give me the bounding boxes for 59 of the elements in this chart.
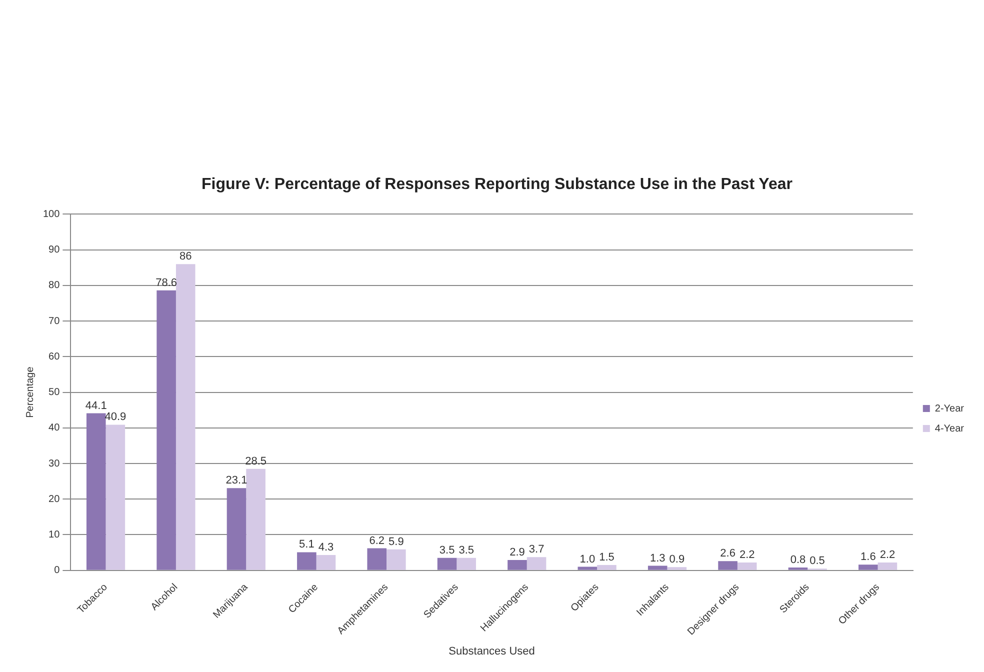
data-label: 0.9 <box>669 554 685 566</box>
y-axis-title: Percentage <box>24 366 36 418</box>
bar <box>718 561 738 570</box>
bar <box>878 562 898 570</box>
bar <box>737 562 757 570</box>
bar <box>297 552 316 570</box>
bar <box>86 413 106 570</box>
data-label: 6.2 <box>369 534 385 547</box>
y-tick-label: 60 <box>48 351 60 362</box>
data-label: 5.9 <box>388 536 404 548</box>
y-tick-label: 20 <box>48 494 60 505</box>
data-label: 0.5 <box>810 555 825 568</box>
y-tick-label: 50 <box>48 387 60 398</box>
bar <box>437 558 457 570</box>
data-label: 1.3 <box>650 552 666 564</box>
y-tick-label: 80 <box>48 280 60 292</box>
data-label: 3.5 <box>458 544 474 556</box>
data-label: 2.2 <box>739 549 755 562</box>
bar <box>226 488 246 570</box>
legend-label: 2-Year <box>934 403 965 414</box>
y-tick-label: 0 <box>54 565 60 576</box>
bar <box>597 565 616 570</box>
y-tick-label: 100 <box>42 208 60 220</box>
bar <box>508 560 527 570</box>
y-tick-label: 10 <box>48 530 60 540</box>
data-label: 1.5 <box>599 552 614 564</box>
data-label: 4.3 <box>318 542 334 554</box>
y-tick-label: 70 <box>48 316 60 327</box>
bar <box>156 290 176 570</box>
data-label: 86 <box>179 250 192 263</box>
bar <box>367 548 387 570</box>
bar <box>526 557 546 570</box>
bar <box>456 558 476 570</box>
bar <box>648 566 668 570</box>
data-label: 1.6 <box>860 551 876 564</box>
bar <box>578 566 598 570</box>
data-label: 0.8 <box>790 554 806 566</box>
data-label: 1.0 <box>580 553 596 566</box>
bar <box>858 564 878 570</box>
bar <box>246 468 266 570</box>
data-label: 2.2 <box>880 549 896 562</box>
data-label: 44.1 <box>85 400 107 412</box>
data-label: 2.9 <box>510 546 525 559</box>
x-axis-title: Substances Used <box>448 645 535 658</box>
y-tick-label: 30 <box>48 458 60 470</box>
data-label: 23.1 <box>226 474 248 487</box>
data-label: 2.6 <box>720 548 736 560</box>
y-tick-label: 90 <box>48 244 60 256</box>
data-label: 3.5 <box>439 544 455 556</box>
chart-title: Figure V: Percentage of Responses Reporting Substance Use in the Past Year <box>202 176 792 194</box>
bar <box>316 555 336 570</box>
bar <box>386 549 406 570</box>
data-label: 5.1 <box>299 538 314 551</box>
data-label: 3.7 <box>528 544 544 556</box>
bar <box>106 424 126 570</box>
y-tick-label: 40 <box>48 422 60 434</box>
legend-label: 4-Year <box>934 423 965 434</box>
bar <box>667 567 687 570</box>
bar <box>176 264 196 570</box>
